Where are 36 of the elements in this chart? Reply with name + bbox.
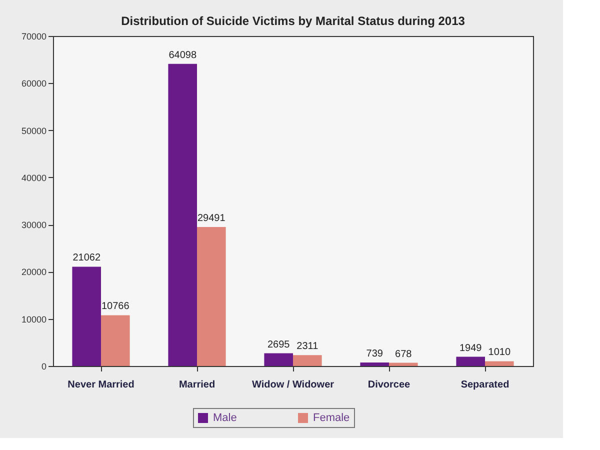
data-label: 64098 [168,50,197,61]
bar [101,315,130,366]
x-tick-label: Married [178,380,216,390]
data-label: 2695 [267,339,290,350]
bar [485,361,514,366]
bar [197,226,226,366]
y-tick-label: 50000 [21,126,46,136]
y-tick-label: 60000 [21,78,46,89]
x-tick-label: Separated [460,380,510,390]
data-label: 678 [395,348,412,360]
legend-label: Female [313,412,350,424]
y-tick-label: 10000 [21,314,46,324]
x-tick-label: Never Married [68,380,134,390]
data-label: 1010 [488,347,511,358]
chart-title: Distribution of Suicide Victims by Marital Status during 2013 [121,14,466,28]
data-label: 2311 [296,341,319,352]
bar [360,362,389,366]
x-tick-label: Divorcee [368,380,411,390]
data-label: 10766 [101,301,130,312]
y-tick-label: 0 [41,362,46,372]
legend-label: Male [213,412,237,424]
bar [389,362,418,366]
y-tick-label: 40000 [21,172,46,183]
bar [456,356,485,366]
y-tick-label: 30000 [21,220,46,230]
x-tick-label: Widow / Widower [252,380,334,390]
data-label: 21062 [72,252,101,264]
y-tick-label: 70000 [21,32,46,42]
data-label: 1949 [459,342,482,354]
data-label: 29491 [197,212,226,224]
data-label: 739 [366,348,384,360]
bar [264,353,293,366]
bar [293,355,322,366]
y-tick-label: 20000 [21,267,46,278]
bar [168,64,197,366]
bar [72,266,101,366]
